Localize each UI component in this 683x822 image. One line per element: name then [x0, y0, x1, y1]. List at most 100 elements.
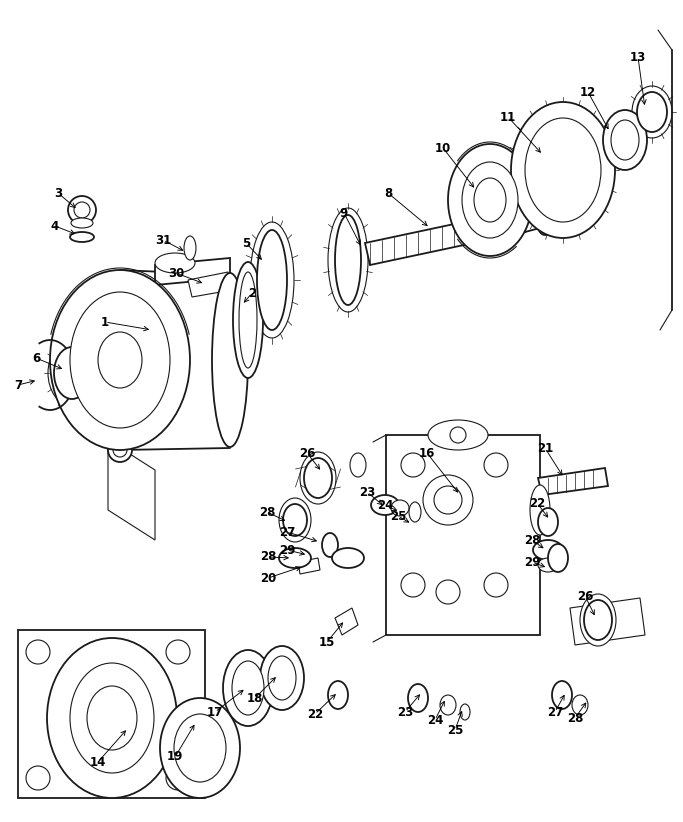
Ellipse shape — [155, 253, 195, 273]
Circle shape — [574, 182, 589, 198]
Text: 8: 8 — [384, 187, 392, 200]
Text: 26: 26 — [577, 589, 594, 603]
Polygon shape — [386, 435, 540, 635]
Ellipse shape — [212, 273, 248, 447]
Ellipse shape — [428, 420, 488, 450]
Text: 24: 24 — [427, 713, 443, 727]
Ellipse shape — [68, 196, 96, 224]
Ellipse shape — [371, 495, 399, 515]
Ellipse shape — [391, 500, 409, 516]
Text: 10: 10 — [435, 141, 451, 155]
Ellipse shape — [160, 698, 240, 798]
Text: 14: 14 — [89, 755, 106, 769]
Circle shape — [484, 453, 508, 477]
Ellipse shape — [108, 438, 132, 462]
Text: 9: 9 — [340, 206, 348, 219]
Ellipse shape — [70, 232, 94, 242]
Ellipse shape — [250, 222, 294, 338]
Circle shape — [536, 182, 553, 198]
Text: 28: 28 — [259, 506, 275, 519]
Text: 24: 24 — [377, 498, 393, 511]
Circle shape — [26, 766, 50, 790]
Text: 19: 19 — [167, 750, 183, 764]
Ellipse shape — [322, 533, 338, 557]
Ellipse shape — [279, 548, 311, 568]
Ellipse shape — [538, 558, 558, 572]
Ellipse shape — [537, 209, 553, 235]
Text: 28: 28 — [567, 712, 583, 724]
Polygon shape — [18, 630, 205, 798]
Ellipse shape — [533, 540, 563, 560]
Ellipse shape — [50, 270, 190, 450]
Ellipse shape — [70, 292, 170, 428]
Ellipse shape — [47, 638, 177, 798]
Ellipse shape — [279, 498, 311, 542]
Circle shape — [166, 766, 190, 790]
Ellipse shape — [632, 86, 672, 138]
Ellipse shape — [113, 443, 127, 457]
Ellipse shape — [584, 600, 612, 640]
Text: 4: 4 — [51, 219, 59, 233]
Ellipse shape — [233, 262, 263, 378]
Ellipse shape — [408, 684, 428, 712]
Ellipse shape — [350, 453, 366, 477]
Ellipse shape — [511, 102, 615, 238]
Circle shape — [634, 154, 642, 162]
Ellipse shape — [304, 458, 332, 498]
Circle shape — [634, 118, 642, 127]
Text: 28: 28 — [260, 551, 276, 564]
Ellipse shape — [174, 714, 226, 782]
Ellipse shape — [328, 208, 368, 312]
Text: 3: 3 — [54, 187, 62, 200]
Ellipse shape — [637, 92, 667, 132]
Ellipse shape — [48, 340, 96, 406]
Ellipse shape — [440, 695, 456, 715]
Text: 30: 30 — [168, 266, 184, 279]
Circle shape — [553, 160, 573, 180]
Circle shape — [450, 427, 466, 443]
Text: 31: 31 — [155, 233, 171, 247]
Ellipse shape — [54, 347, 90, 399]
Text: 2: 2 — [248, 287, 256, 299]
Polygon shape — [155, 258, 230, 285]
Text: 1: 1 — [101, 316, 109, 329]
Ellipse shape — [462, 162, 518, 238]
Polygon shape — [108, 440, 155, 540]
Circle shape — [609, 118, 616, 127]
Text: 25: 25 — [447, 723, 463, 737]
Text: 13: 13 — [630, 50, 646, 63]
Ellipse shape — [283, 504, 307, 536]
Circle shape — [26, 640, 50, 664]
Ellipse shape — [71, 218, 93, 228]
Ellipse shape — [548, 544, 568, 572]
Circle shape — [603, 136, 611, 144]
Text: 6: 6 — [32, 352, 40, 364]
Ellipse shape — [580, 594, 616, 646]
Ellipse shape — [257, 230, 287, 330]
Circle shape — [555, 194, 571, 210]
Ellipse shape — [525, 118, 601, 222]
Text: 12: 12 — [580, 85, 596, 99]
Text: 21: 21 — [537, 441, 553, 455]
Ellipse shape — [409, 502, 421, 522]
Ellipse shape — [448, 144, 532, 256]
Circle shape — [401, 573, 425, 597]
Ellipse shape — [239, 272, 257, 368]
Text: 26: 26 — [299, 446, 315, 459]
Text: 27: 27 — [279, 525, 295, 538]
Circle shape — [566, 133, 581, 149]
Text: 23: 23 — [397, 705, 413, 718]
Text: 20: 20 — [260, 571, 276, 584]
Text: 23: 23 — [359, 486, 375, 498]
Ellipse shape — [300, 452, 336, 504]
Ellipse shape — [538, 508, 558, 536]
Circle shape — [621, 111, 629, 119]
Circle shape — [434, 486, 462, 514]
Ellipse shape — [70, 663, 154, 773]
Circle shape — [484, 573, 508, 597]
Polygon shape — [335, 608, 358, 635]
Circle shape — [531, 155, 548, 171]
Ellipse shape — [603, 110, 647, 170]
Polygon shape — [365, 210, 525, 265]
Ellipse shape — [268, 656, 296, 700]
